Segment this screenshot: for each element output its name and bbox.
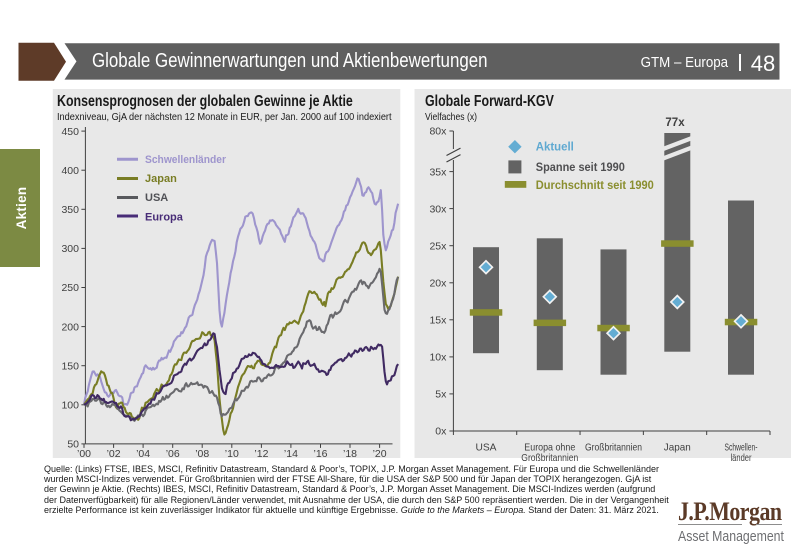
svg-text:150: 150 — [61, 360, 79, 372]
svg-text:’18: ’18 — [343, 448, 357, 460]
svg-text:Großbritannien: Großbritannien — [585, 442, 642, 454]
svg-text:5x: 5x — [435, 389, 447, 401]
svg-text:50: 50 — [67, 439, 79, 451]
svg-text:länder: länder — [731, 452, 752, 464]
svg-text:’00: ’00 — [77, 448, 91, 460]
svg-text:0x: 0x — [435, 426, 447, 438]
svg-text:’10: ’10 — [225, 448, 239, 460]
svg-text:100: 100 — [61, 400, 79, 412]
svg-text:15x: 15x — [429, 315, 447, 327]
svg-text:’20: ’20 — [373, 448, 387, 460]
svg-text:’14: ’14 — [284, 448, 298, 460]
svg-text:USA: USA — [476, 442, 497, 454]
svg-text:Europa: Europa — [145, 211, 184, 223]
svg-text:Spanne seit 1990: Spanne seit 1990 — [536, 162, 625, 174]
svg-text:’12: ’12 — [254, 448, 268, 460]
svg-text:Japan: Japan — [145, 173, 177, 185]
svg-text:10x: 10x — [429, 352, 447, 364]
svg-text:’16: ’16 — [313, 448, 327, 460]
svg-text:Durchschnitt seit 1990: Durchschnitt seit 1990 — [536, 180, 654, 192]
svg-text:’08: ’08 — [195, 448, 209, 460]
svg-text:’02: ’02 — [107, 448, 121, 460]
svg-text:’06: ’06 — [166, 448, 180, 460]
svg-text:200: 200 — [61, 321, 79, 333]
svg-text:’04: ’04 — [136, 448, 150, 460]
svg-text:80x: 80x — [429, 126, 447, 138]
svg-text:450: 450 — [61, 126, 79, 138]
svg-text:Schwellenländer: Schwellenländer — [145, 154, 227, 166]
svg-text:400: 400 — [61, 165, 79, 177]
svg-text:250: 250 — [61, 282, 79, 294]
svg-text:20x: 20x — [429, 278, 447, 290]
svg-text:350: 350 — [61, 204, 79, 216]
svg-text:Aktuell: Aktuell — [536, 142, 574, 154]
svg-text:300: 300 — [61, 243, 79, 255]
svg-text:Schwellen-: Schwellen- — [725, 442, 758, 454]
svg-text:USA: USA — [145, 192, 168, 204]
svg-text:Japan: Japan — [664, 442, 691, 454]
svg-text:30x: 30x — [429, 203, 447, 215]
svg-text:Europa ohne: Europa ohne — [524, 442, 575, 454]
svg-text:Großbritannien: Großbritannien — [521, 452, 578, 464]
svg-text:Aktien: Aktien — [14, 187, 29, 230]
svg-text:25x: 25x — [429, 240, 447, 252]
svg-text:35x: 35x — [429, 166, 447, 178]
svg-text:77x: 77x — [665, 117, 685, 129]
